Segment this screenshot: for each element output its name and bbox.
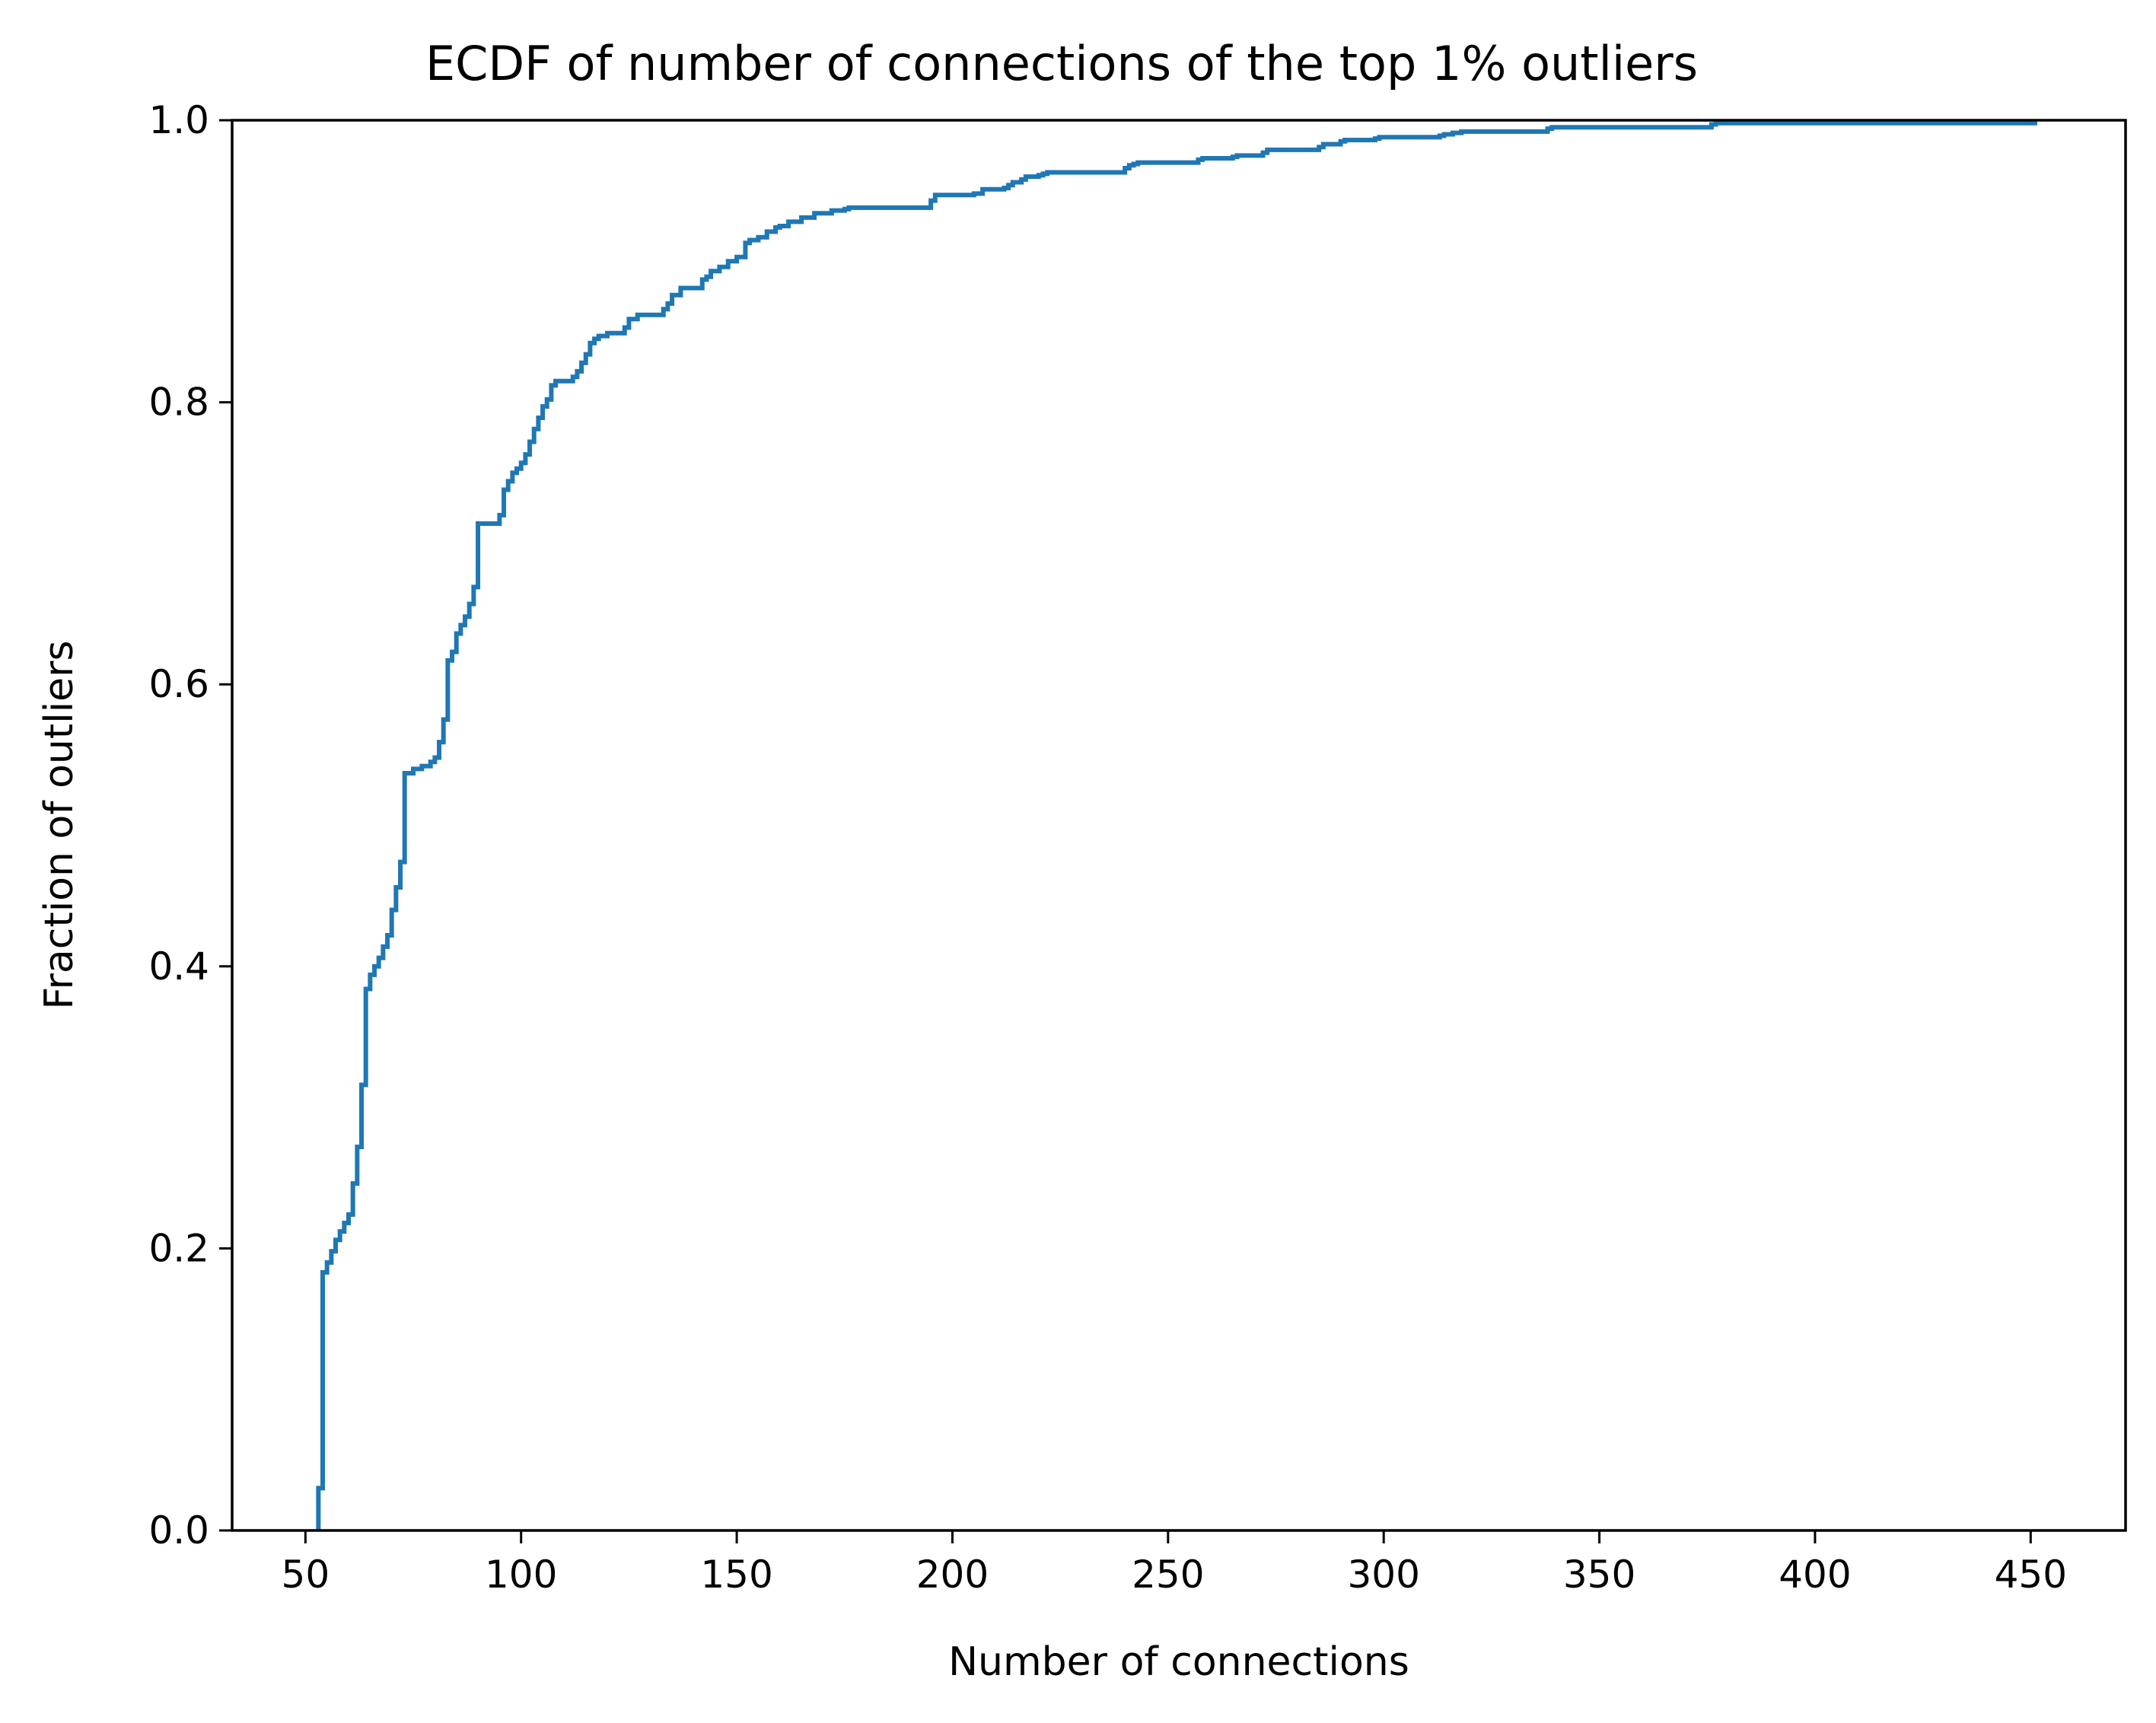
x-tick-label: 450 [1995,1553,2067,1597]
y-tick-label: 0.6 [148,662,209,706]
x-tick-label: 100 [485,1553,557,1597]
y-tick-label: 0.2 [148,1226,209,1270]
x-tick-label: 250 [1132,1553,1204,1597]
y-axis-label: Fraction of outliers [37,640,82,1009]
plot-frame [231,119,2127,1532]
y-tick-label: 0.4 [148,944,209,989]
y-tick-label: 0.0 [148,1508,209,1553]
x-tick-label: 400 [1779,1553,1851,1597]
y-tick-label: 1.0 [148,98,209,142]
x-tick-label: 350 [1563,1553,1635,1597]
series-layer [316,120,2037,1530]
x-tick-label: 200 [916,1553,989,1597]
x-axis-label: Number of connections [948,1639,1409,1685]
y-tick-label: 0.8 [148,381,209,425]
x-axis: 50 100 150 200 250 300 350 400 450 [282,1530,2067,1597]
chart-title: ECDF of number of connections of the top… [425,36,1698,91]
x-tick-label: 300 [1347,1553,1419,1597]
y-axis: 0.0 0.2 0.4 0.6 0.8 1.0 [148,98,232,1553]
x-tick-label: 150 [700,1553,772,1597]
x-tick-label: 50 [282,1553,330,1597]
ecdf-line [316,120,2037,1530]
